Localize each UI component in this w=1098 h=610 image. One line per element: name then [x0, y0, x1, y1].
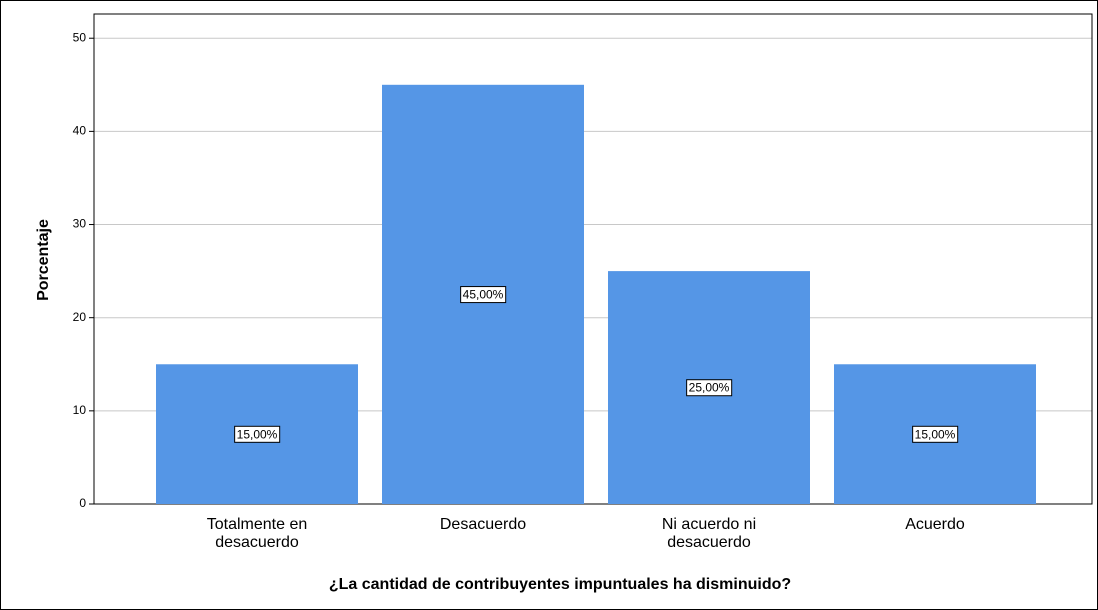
value-label-box — [686, 379, 733, 397]
y-axis-title: Porcentaje — [35, 219, 52, 301]
y-tick-label: 10 — [73, 403, 87, 417]
value-label-box — [460, 286, 507, 304]
value-label: 25,00% — [689, 381, 730, 395]
value-label: 45,00% — [463, 288, 504, 302]
y-tick-label: 20 — [73, 310, 87, 324]
value-label-box — [912, 425, 959, 443]
value-label: 15,00% — [915, 427, 956, 441]
y-tick-label: 0 — [79, 496, 86, 510]
x-tick-label: Acuerdo — [905, 516, 965, 533]
y-tick-label: 30 — [73, 217, 87, 231]
value-label: 15,00% — [237, 427, 278, 441]
x-tick-label: Desacuerdo — [439, 516, 527, 533]
value-label-box — [234, 425, 281, 443]
x-tick-label: Totalmente en desacuerdo — [206, 516, 308, 551]
plot-frame — [93, 13, 1093, 505]
y-tick-label: 50 — [73, 30, 87, 44]
x-tick-label: Ni acuerdo ni desacuerdo — [661, 516, 757, 551]
y-tick-label: 40 — [73, 124, 87, 138]
x-axis-title: ¿La cantidad de contribuyentes impuntual… — [329, 576, 791, 593]
